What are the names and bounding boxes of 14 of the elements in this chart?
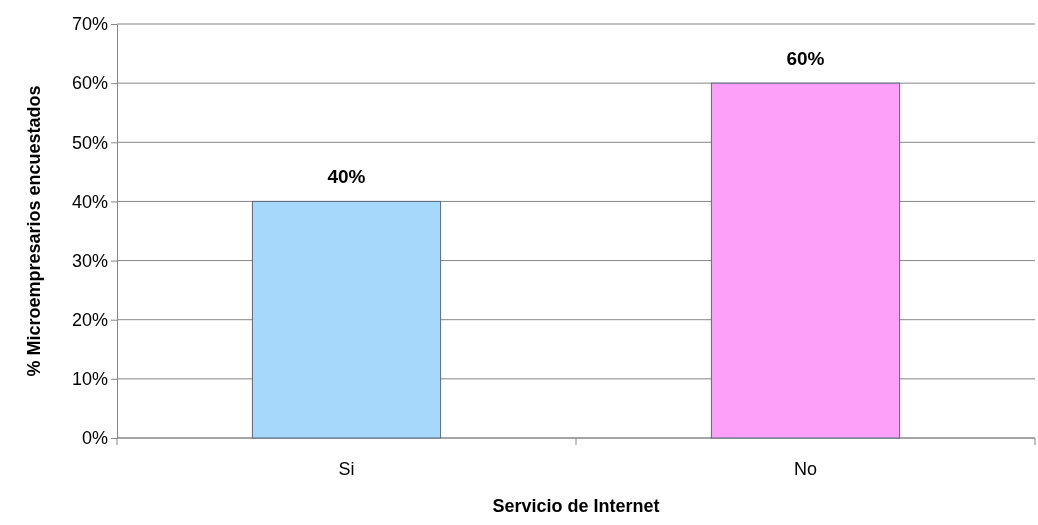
x-axis-title: Servicio de Internet xyxy=(492,496,660,516)
y-tick-label: 0% xyxy=(81,428,108,449)
data-label: 40% xyxy=(327,166,366,188)
y-tick-label: 10% xyxy=(71,369,108,390)
y-tick-label: 30% xyxy=(71,250,108,271)
y-tick-label: 20% xyxy=(71,309,108,330)
data-label: 60% xyxy=(786,48,825,70)
y-tick-label: 60% xyxy=(71,73,108,94)
y-axis-title: % Microempresarios encuestados xyxy=(24,85,44,377)
y-tick-label: 70% xyxy=(71,14,108,35)
y-tick-label: 40% xyxy=(71,191,108,212)
x-tick-label: Si xyxy=(338,459,355,479)
x-tick-label: No xyxy=(793,459,818,479)
y-tick-label: 50% xyxy=(71,132,108,153)
